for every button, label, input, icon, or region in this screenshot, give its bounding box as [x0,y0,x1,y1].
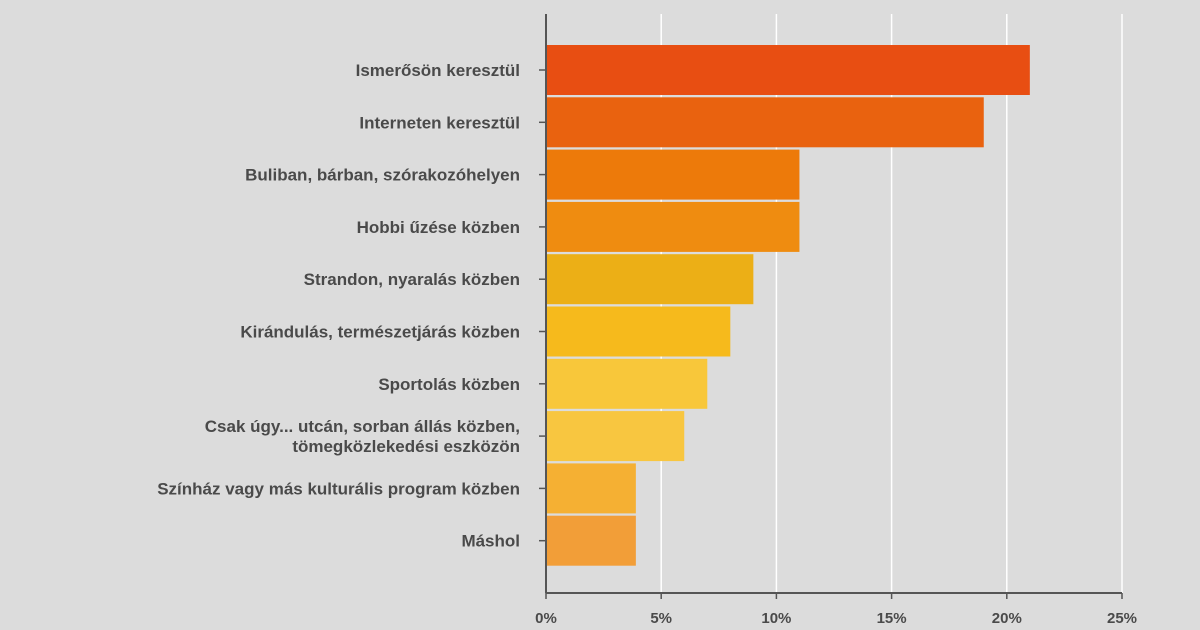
category-label: tömegközlekedési eszközön [292,437,520,456]
x-tick-label: 15% [877,610,907,627]
category-label: Máshol [461,532,520,551]
bar [546,201,800,252]
bar [546,97,984,148]
category-label: Sportolás közben [378,375,520,394]
bar [546,463,636,514]
x-tick-label: 0% [535,610,557,627]
category-label: Interneten keresztül [359,113,520,132]
category-label: Hobbi űzése közben [357,218,520,237]
category-label: Kirándulás, természetjárás közben [240,323,520,342]
category-label: Csak úgy... utcán, sorban állás közben, [205,417,520,436]
bar [546,411,685,462]
category-label: Ismerősön keresztül [356,61,520,80]
x-tick-label: 25% [1107,610,1137,627]
category-label: Buliban, bárban, szórakozóhelyen [245,166,520,185]
x-tick-label: 10% [761,610,791,627]
bar [546,306,731,357]
bar [546,149,800,200]
category-label: Strandon, nyaralás közben [304,270,520,289]
x-tick-label: 20% [992,610,1022,627]
x-tick-labels: 0% 5% 10% 15% 20% 25% [535,610,1137,627]
category-labels: Ismerősön keresztül Interneten keresztül B… [157,61,520,551]
category-label: Színház vagy más kulturális program közb… [157,479,520,498]
axes [539,14,1123,599]
bars [546,45,1030,566]
x-tick-label: 5% [650,610,672,627]
bar [546,254,754,305]
bar [546,358,708,409]
bar [546,45,1030,95]
bar [546,515,636,566]
